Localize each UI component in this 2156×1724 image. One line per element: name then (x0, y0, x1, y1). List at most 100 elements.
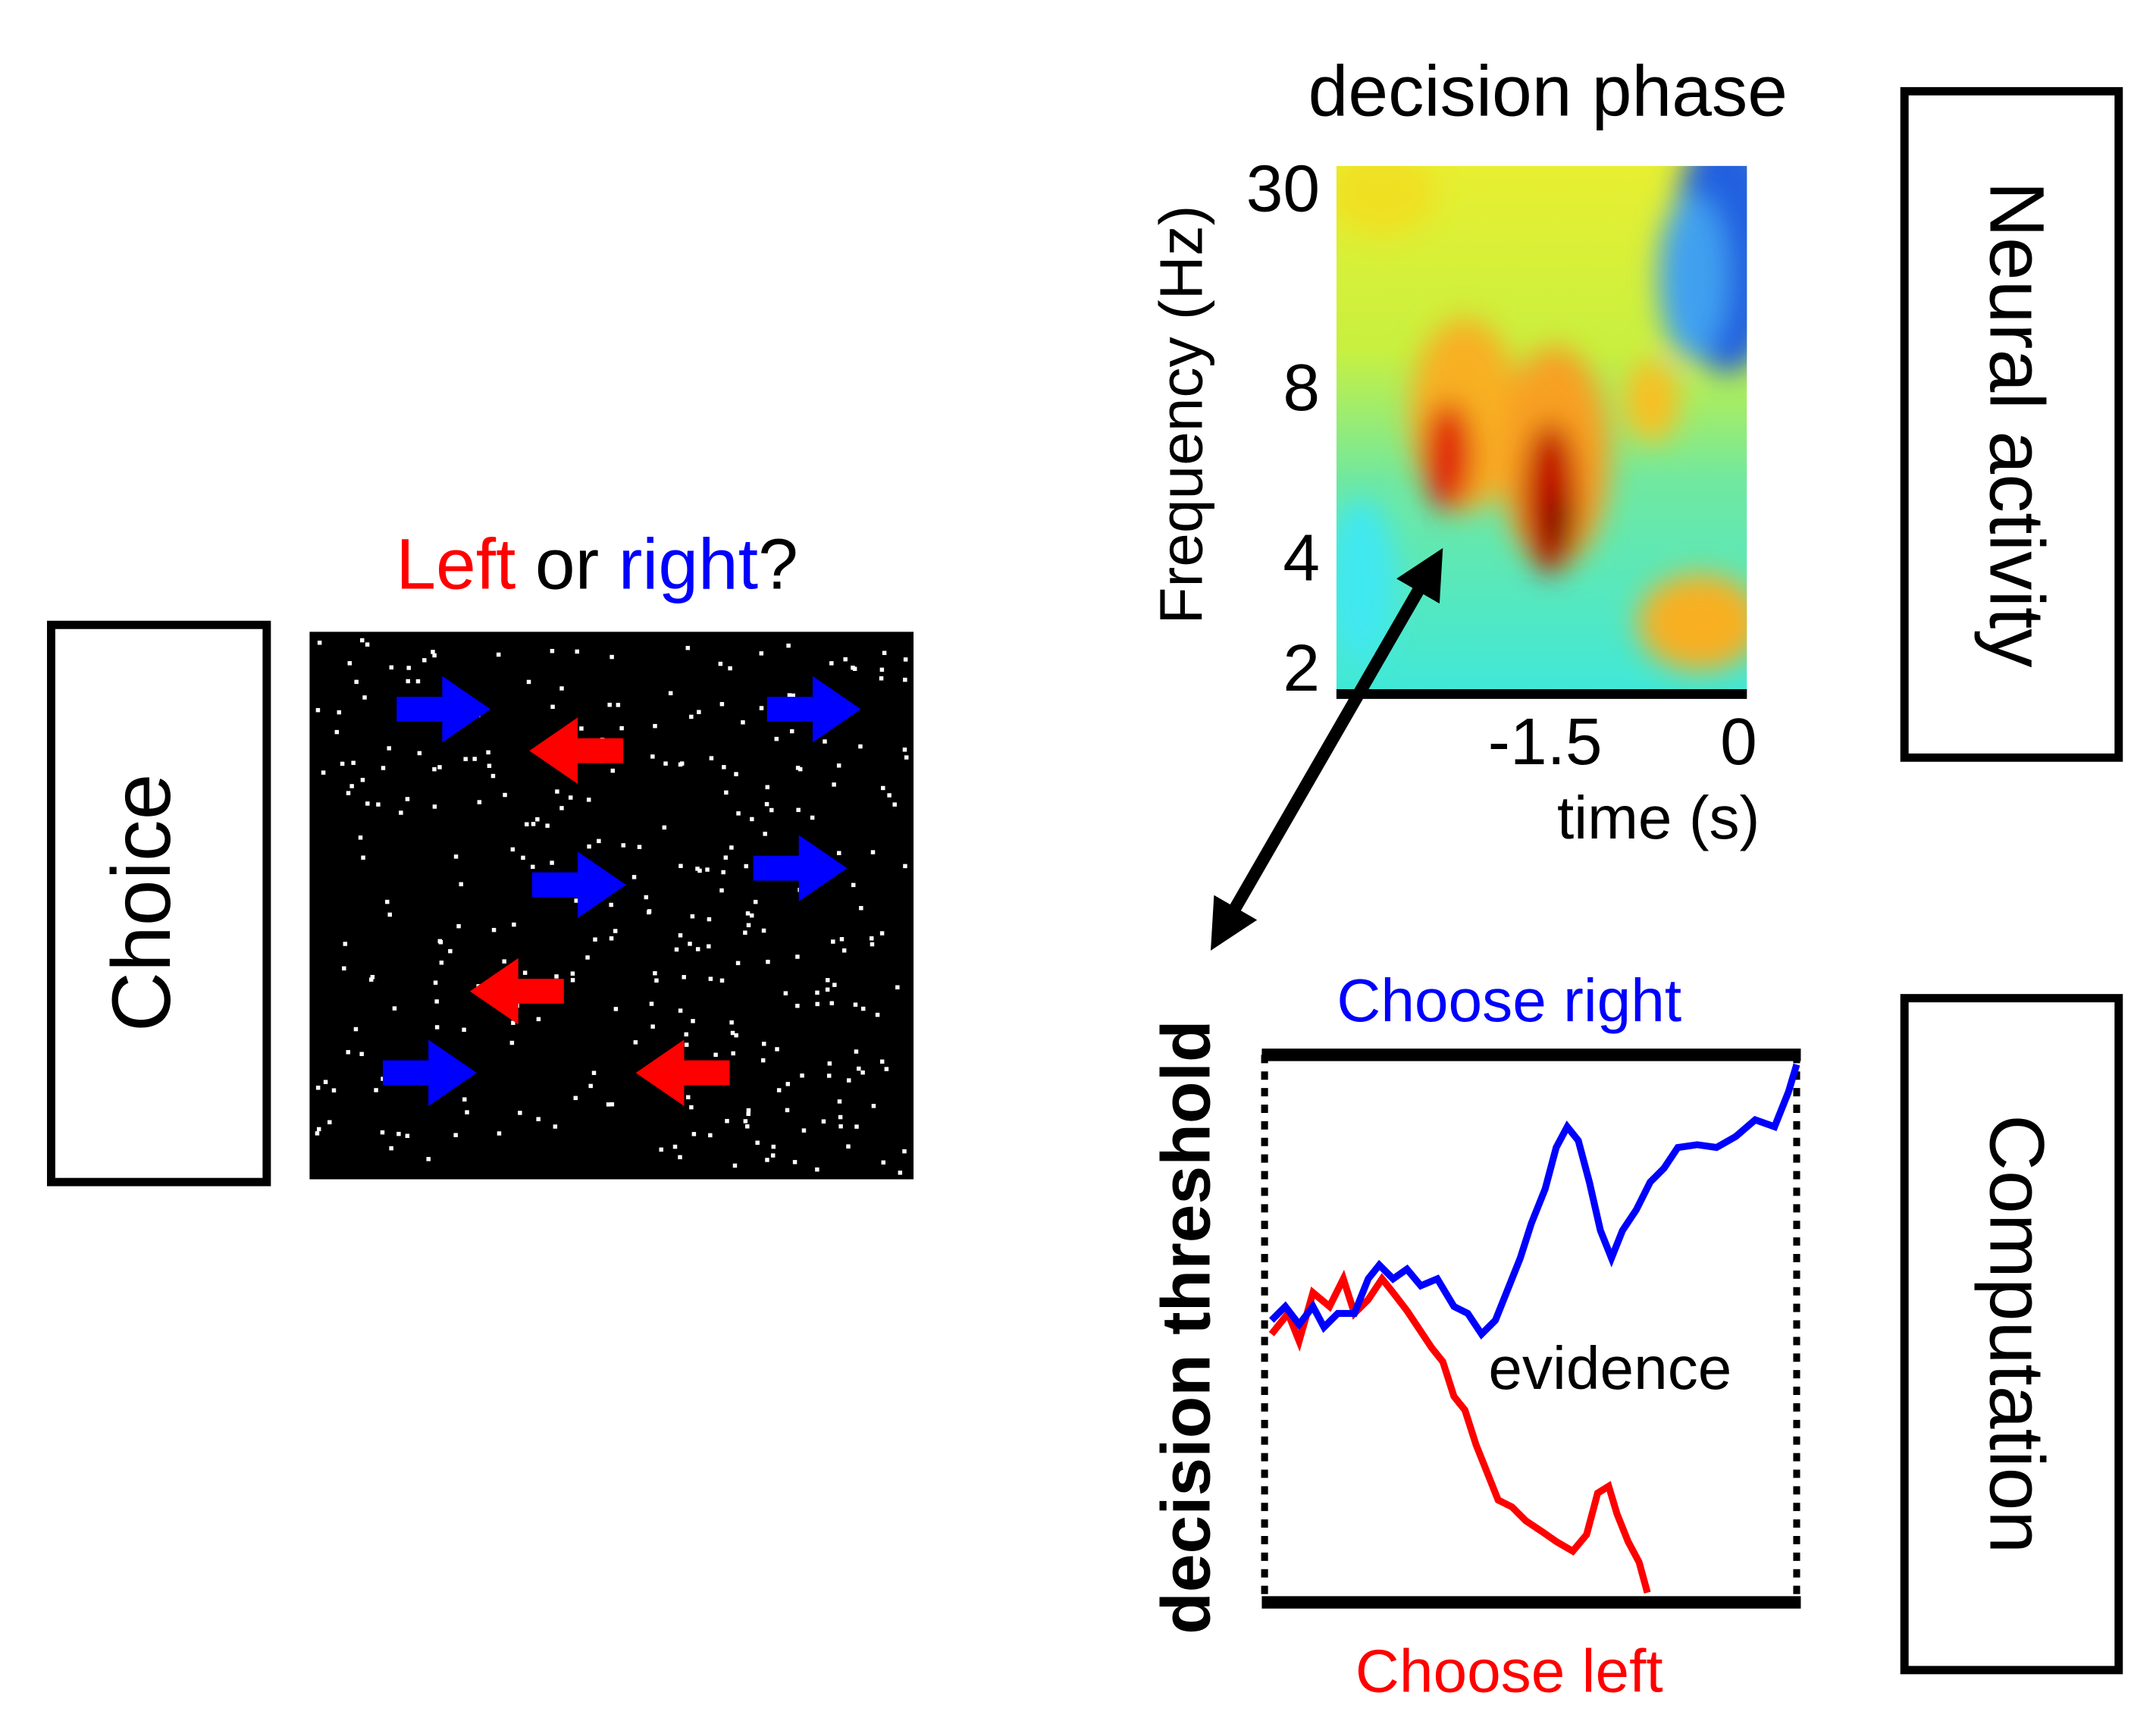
dot (851, 882, 856, 888)
dot (695, 947, 700, 951)
dot (792, 1160, 798, 1164)
dot (854, 1124, 859, 1129)
dot (800, 1073, 804, 1078)
dot (340, 761, 345, 766)
dot (707, 944, 711, 948)
dot (406, 666, 411, 670)
dot (380, 1130, 385, 1135)
dot (672, 1144, 678, 1149)
dot (359, 1052, 364, 1056)
dot (555, 789, 559, 794)
dot (709, 756, 714, 760)
dot (745, 1124, 750, 1129)
dot (843, 657, 848, 662)
dot (732, 1163, 738, 1168)
dot (798, 766, 803, 772)
dot (695, 867, 700, 871)
dot (723, 855, 729, 860)
dot (697, 868, 702, 873)
evidence-label: evidence (1488, 1334, 1731, 1402)
dot (346, 1050, 350, 1055)
dot (644, 895, 649, 900)
dot (895, 985, 900, 990)
question-left: Left (396, 524, 515, 604)
dot (837, 851, 841, 855)
dot (787, 693, 792, 697)
dot (796, 807, 801, 813)
dot (858, 744, 863, 749)
left-trace (1268, 1269, 1651, 1594)
dot (570, 971, 575, 976)
dot (381, 766, 386, 770)
dot (749, 913, 754, 918)
y-ticks: 30 8 4 2 (1246, 151, 1320, 705)
dot (491, 927, 497, 933)
dot (765, 1158, 769, 1162)
dot (369, 977, 374, 982)
dot (904, 755, 909, 760)
dot (678, 1008, 683, 1013)
dot (327, 1120, 332, 1124)
dot (762, 1042, 766, 1046)
question: Left or right? (396, 524, 798, 604)
dot (854, 1049, 859, 1054)
left-arrow (469, 958, 564, 1025)
dot (870, 850, 876, 854)
dot (771, 1144, 776, 1149)
dot (472, 757, 477, 761)
dot (839, 937, 845, 942)
dot (763, 832, 767, 836)
dot (879, 1059, 885, 1064)
dot (795, 954, 800, 959)
dot (682, 975, 686, 980)
dot (362, 695, 367, 700)
dot (579, 726, 584, 731)
dot (743, 930, 747, 935)
dot (360, 778, 365, 782)
dot (521, 855, 525, 860)
dot (405, 1133, 410, 1139)
dot (337, 710, 342, 715)
dot (512, 922, 516, 927)
dot (497, 1131, 502, 1136)
dot (729, 1020, 734, 1025)
dot (827, 1061, 832, 1066)
dot (789, 729, 794, 734)
dot (775, 1047, 779, 1052)
dot (633, 1040, 638, 1045)
dot (851, 665, 855, 670)
dot (354, 679, 359, 685)
dot (593, 937, 597, 942)
right-trace (1269, 1063, 1800, 1340)
dot (511, 1020, 515, 1025)
dot (823, 739, 827, 744)
dot (465, 1110, 469, 1114)
dot (879, 676, 884, 681)
dot (783, 991, 788, 995)
dot (832, 983, 837, 987)
dot (753, 899, 758, 904)
dot (759, 651, 764, 656)
dot (647, 909, 652, 914)
dot (342, 966, 346, 971)
dot (486, 750, 490, 755)
dot (881, 785, 885, 791)
dot (801, 1128, 807, 1133)
dot (502, 959, 506, 964)
dot (343, 942, 348, 946)
dot (431, 650, 435, 654)
dot (853, 1002, 858, 1007)
neural-label: Neural activity (1974, 181, 2060, 667)
dot (795, 766, 801, 770)
dot (349, 784, 354, 788)
dot (887, 793, 892, 798)
dot (389, 1146, 393, 1151)
dot (434, 1025, 440, 1030)
dot (610, 1102, 615, 1107)
dot (744, 864, 748, 869)
bottom-label: Choose left (1355, 1636, 1663, 1704)
dot (653, 723, 657, 729)
dot (869, 936, 874, 941)
dot (437, 939, 442, 944)
